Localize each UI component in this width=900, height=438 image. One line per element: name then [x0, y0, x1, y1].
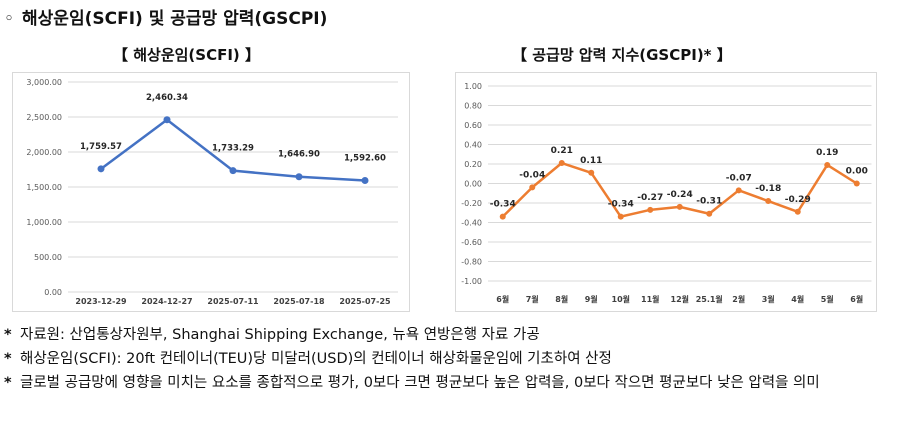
gscpi-ytick-label: 0.60 [464, 121, 482, 130]
gscpi-data-label: 0.11 [580, 156, 602, 166]
gscpi-ytick-label: -0.80 [461, 258, 482, 267]
gscpi-data-label: -0.34 [608, 200, 634, 210]
gscpi-data-label: -0.04 [519, 170, 545, 180]
gscpi-data-point [706, 210, 713, 217]
scfi-xtick-label: 2023-12-29 [75, 297, 127, 306]
gscpi-ytick-label: 1.00 [464, 82, 482, 91]
gscpi-data-label: -0.29 [785, 195, 811, 205]
gscpi-xtick-label: 25.1월 [696, 294, 723, 304]
gscpi-data-point [794, 208, 801, 215]
gscpi-xtick-label: 2월 [732, 294, 745, 304]
heading-title: 해상운임(SCFI) 및 공급망 압력(GSCPI) [22, 9, 328, 29]
scfi-data-label: 2,460.34 [146, 93, 188, 103]
gscpi-chart: -1.00 -0.80 -0.60 -0.40 -0.20 0.00 0.20 0.40 0.6… [461, 82, 872, 304]
scfi-xtick-label: 2025-07-25 [339, 297, 391, 306]
gscpi-xtick-label: 10월 [612, 294, 631, 304]
scfi-ytick-label: 0.00 [44, 288, 62, 297]
gscpi-xtick-label: 11월 [641, 294, 660, 304]
gscpi-chart-title: 【 공급망 압력 지수(GSCPI)* 】 [512, 46, 732, 64]
gscpi-xtick-label: 5월 [821, 294, 834, 304]
scfi-data-point [361, 177, 369, 185]
gscpi-data-label: -0.18 [755, 184, 781, 194]
footnote-scfi: * 해상운임(SCFI): 20ft 컨테이너(TEU)당 미달러(USD)의 컨… [4, 347, 896, 371]
scfi-ytick-label: 2,500.00 [26, 113, 62, 122]
gscpi-ytick-label: -1.00 [461, 277, 482, 286]
gscpi-data-label: -0.24 [667, 190, 693, 200]
gscpi-data-label: -0.27 [637, 193, 663, 203]
gscpi-data-point [824, 161, 831, 168]
gscpi-data-label: -0.07 [726, 173, 752, 183]
gscpi-xtick-label: 9월 [585, 294, 598, 304]
scfi-chart-title: 【 해상운임(SCFI) 】 [113, 46, 260, 64]
gscpi-data-point [529, 184, 536, 191]
gscpi-data-label: -0.31 [696, 197, 722, 207]
gscpi-xtick-label: 7월 [526, 294, 539, 304]
gscpi-data-label: 0.21 [551, 146, 573, 156]
scfi-chart: 0.00 500.00 1,000.00 1,500.00 2,000.00 2,500.… [26, 78, 398, 306]
scfi-data-label: 1,592.60 [344, 154, 386, 164]
gscpi-data-point [499, 213, 506, 220]
gscpi-data-label: -0.34 [490, 200, 516, 210]
gscpi-data-label: 0.00 [846, 167, 868, 177]
gscpi-data-point [617, 213, 624, 220]
scfi-data-point [295, 173, 303, 181]
gscpi-ytick-label: 0.00 [464, 180, 482, 189]
gscpi-xtick-label: 3월 [762, 294, 775, 304]
gscpi-xtick-label: 12월 [671, 294, 690, 304]
footnote-gscpi: * 글로벌 공급망에 영향을 미치는 요소를 종합적으로 평가, 0보다 크면 평… [4, 371, 896, 395]
gscpi-ytick-label: 0.40 [464, 141, 482, 150]
footnote-mark: * [4, 327, 12, 343]
gscpi-data-point [853, 180, 860, 187]
gscpi-ytick-label: -0.40 [461, 219, 482, 228]
section-heading: ◦ 해상운임(SCFI) 및 공급망 압력(GSCPI) [4, 4, 327, 29]
gscpi-data-point [647, 206, 654, 213]
scfi-xtick-label: 2025-07-18 [273, 297, 325, 306]
footnotes: * 자료원: 산업통상자원부, Shanghai Shipping Exchang… [4, 323, 896, 395]
footnote-mark: * [4, 351, 12, 367]
gscpi-data-point [676, 203, 683, 210]
gscpi-ytick-label: -0.60 [461, 238, 482, 247]
scfi-data-label: 1,646.90 [278, 150, 320, 160]
gscpi-chart-panel: -1.00 -0.80 -0.60 -0.40 -0.20 0.00 0.20 0.40 0.6… [455, 72, 877, 312]
footnote-text: 글로벌 공급망에 영향을 미치는 요소를 종합적으로 평가, 0보다 크면 평균… [20, 375, 820, 391]
gscpi-data-point [765, 198, 772, 205]
scfi-data-point [163, 116, 171, 124]
scfi-ytick-label: 2,000.00 [26, 148, 62, 157]
scfi-xtick-label: 2025-07-11 [207, 297, 259, 306]
gscpi-xtick-label: 4월 [791, 294, 804, 304]
footnote-text: 자료원: 산업통상자원부, Shanghai Shipping Exchange… [20, 327, 540, 343]
heading-bullet: ◦ [4, 9, 15, 29]
gscpi-data-point [558, 160, 565, 167]
scfi-ytick-label: 1,000.00 [26, 218, 62, 227]
gscpi-data-point [735, 187, 742, 194]
footnote-mark: * [4, 375, 12, 391]
scfi-data-point [97, 165, 105, 173]
gscpi-ytick-label: -0.20 [461, 199, 482, 208]
scfi-ytick-label: 3,000.00 [26, 78, 62, 87]
scfi-data-point [229, 167, 237, 175]
gscpi-data-point [588, 169, 595, 176]
scfi-ytick-label: 1,500.00 [26, 183, 62, 192]
scfi-data-label: 1,759.57 [80, 142, 122, 152]
gscpi-xtick-label: 8월 [555, 294, 568, 304]
footnote-source: * 자료원: 산업통상자원부, Shanghai Shipping Exchang… [4, 323, 896, 347]
scfi-chart-panel: 0.00 500.00 1,000.00 1,500.00 2,000.00 2,500.… [12, 72, 410, 312]
gscpi-data-label: 0.19 [816, 148, 838, 158]
scfi-ytick-label: 500.00 [34, 253, 62, 262]
scfi-data-label: 1,733.29 [212, 144, 254, 154]
footnote-text: 해상운임(SCFI): 20ft 컨테이너(TEU)당 미달러(USD)의 컨테… [20, 351, 612, 367]
scfi-xtick-label: 2024-12-27 [141, 297, 192, 306]
gscpi-ytick-label: 0.80 [464, 102, 482, 111]
gscpi-xtick-label: 6월 [496, 294, 509, 304]
gscpi-ytick-label: 0.20 [464, 160, 482, 169]
gscpi-xtick-label: 6월 [850, 294, 863, 304]
